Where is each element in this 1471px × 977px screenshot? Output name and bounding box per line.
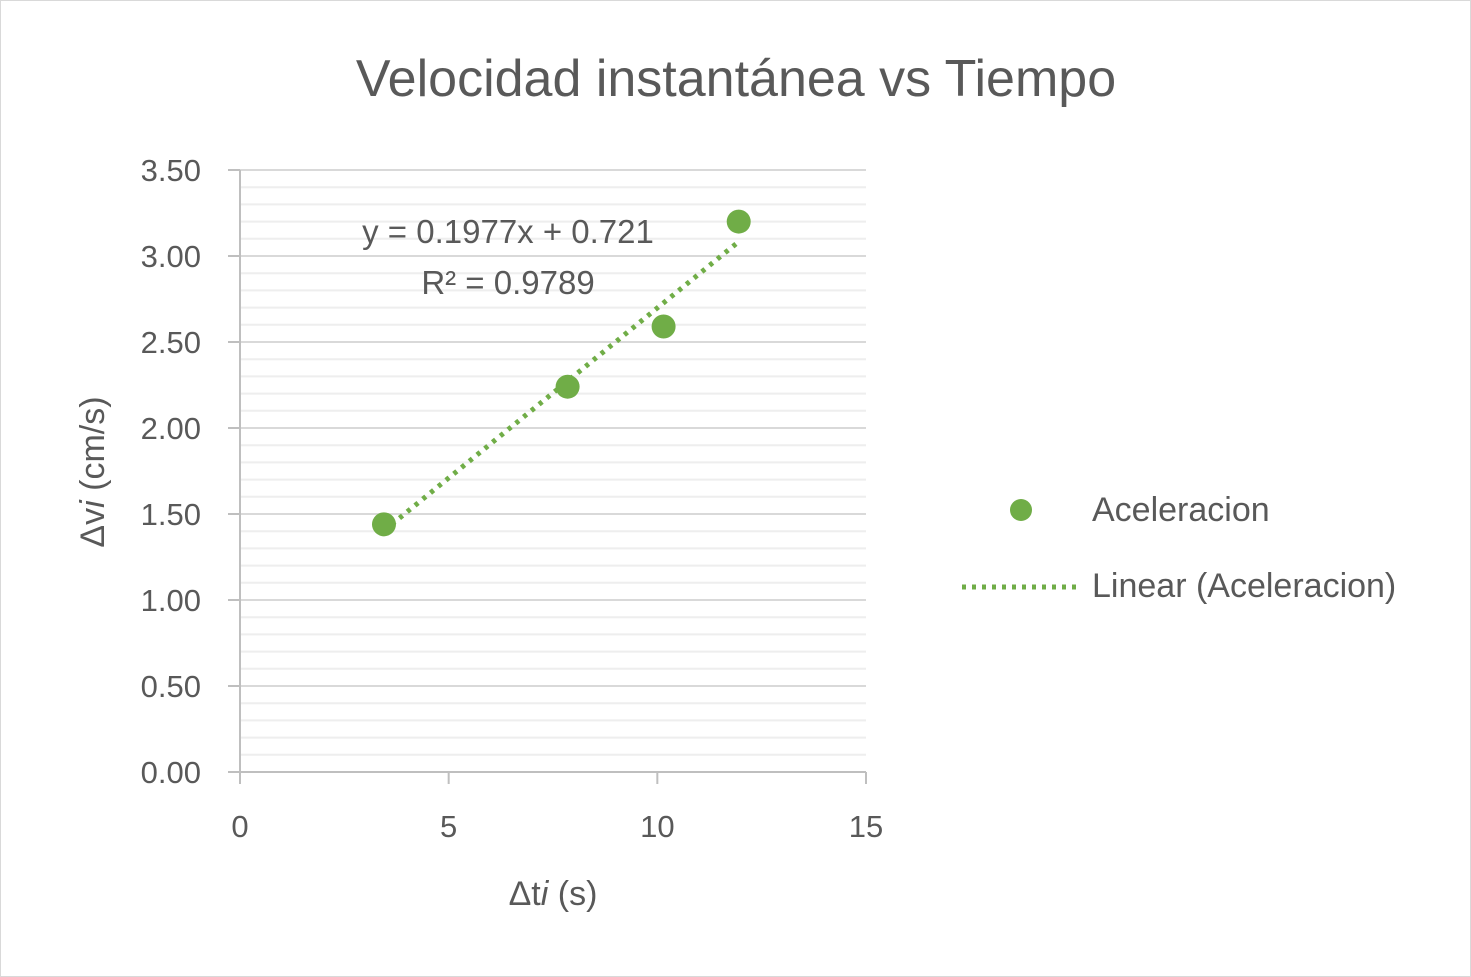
data-point [726,209,751,234]
x-axis-title: Δti (s) [509,875,598,913]
legend-marker-aceleracion [1010,499,1032,521]
x-axis-tick-labels: 0 5 10 15 [231,809,883,844]
trendline [382,239,741,533]
legend-label-aceleracion: Aceleracion [1092,491,1270,529]
legend-label-linear: Linear (Aceleracion) [1092,567,1396,605]
chart-title: Velocidad instantánea vs Tiempo [356,50,1116,108]
trendline-line [382,239,741,533]
data-point [371,512,396,537]
major-gridlines [240,169,866,687]
y-tick-label: 0.50 [141,669,201,704]
y-tick-label: 2.00 [141,411,201,446]
series-points [371,209,751,537]
x-tick-label: 10 [640,809,674,844]
y-tick-label: 1.50 [141,497,201,532]
x-tick-label: 5 [440,809,457,844]
y-tick-label: 0.00 [141,755,201,790]
x-tick-label: 0 [231,809,248,844]
trendline-r-squared: R² = 0.9789 [421,264,594,301]
x-tick-label: 15 [849,809,883,844]
y-axis-tick-labels: 0.00 0.50 1.00 1.50 2.00 2.50 3.00 3.50 [141,153,201,790]
data-point [651,314,676,339]
y-axis-title: Δvi (cm/s) [74,396,112,547]
trendline-equation: y = 0.1977x + 0.721 [362,213,654,250]
data-point [555,374,580,399]
legend: Aceleracion Linear (Aceleracion) [962,491,1396,605]
y-tick-label: 2.50 [141,325,201,360]
minor-gridlines [240,186,866,756]
y-tick-label: 1.00 [141,583,201,618]
y-tick-label: 3.50 [141,153,201,188]
y-tick-label: 3.00 [141,239,201,274]
axes [228,169,867,784]
